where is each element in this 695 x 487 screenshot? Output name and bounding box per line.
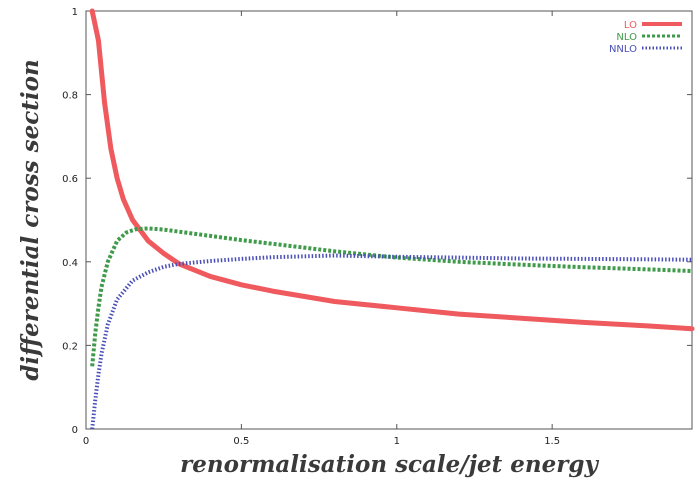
y-tick-label: 0.4 [62,258,78,269]
legend-label-nnlo: NNLO [609,44,637,55]
series-line-lo [89,8,695,332]
x-axis-title: renormalisation scale/jet energy [180,451,599,478]
y-axis-title: differential cross section [17,59,44,380]
legend-label-lo: LO [624,20,637,31]
x-tick-label: 0 [83,436,89,447]
series-layer [89,8,695,430]
y-tick-label: 1 [72,7,78,18]
series-line-nlo [90,226,693,367]
series-line-nnlo [90,253,693,430]
plot-frame [85,10,693,430]
x-tick-label: 1 [394,436,400,447]
y-tick-label: 0.6 [62,174,78,185]
legend-label-nlo: NLO [616,32,637,43]
y-tick-label: 0.8 [62,91,78,102]
y-tick-label: 0 [72,425,78,436]
x-tick-label: 1.5 [544,436,560,447]
ticks: 0 0.5 1 1.5 0 0.2 0.4 0.6 0.8 1 [62,7,692,447]
x-tick-label: 0.5 [233,436,249,447]
y-tick-label: 0.2 [62,341,78,352]
